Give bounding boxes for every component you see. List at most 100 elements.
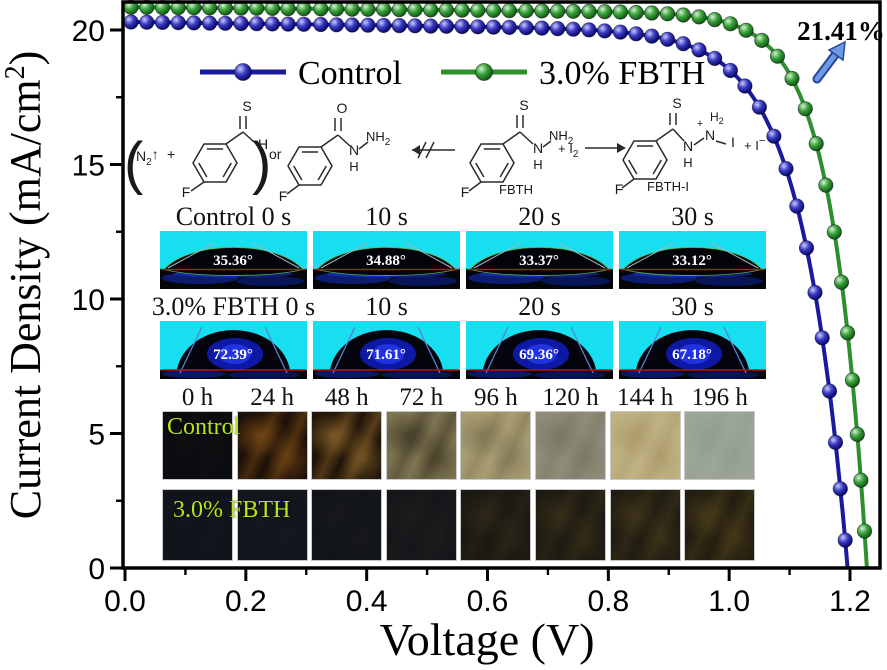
y-tick-label: 20 [72,15,105,48]
scheme-label: F [461,184,470,200]
data-marker [407,18,423,34]
data-marker [722,62,739,79]
data-marker [485,19,502,35]
scheme-label: NH2 [549,128,574,147]
data-marker [233,15,249,32]
data-marker [691,42,707,58]
legend-label-0: Control [298,55,402,92]
scheme-label: or [269,146,282,162]
data-marker [264,16,280,32]
series-markers-0 [123,14,853,548]
contact-angle-value: 71.61° [366,347,406,363]
data-marker [659,6,676,22]
film-photo [535,489,606,561]
x-axis-title: Voltage (V) [379,614,594,665]
contact-angle-time-label: 30 s [671,202,714,231]
data-marker [454,18,470,35]
data-marker [644,28,660,44]
scheme-label: S [672,96,681,111]
contact-angle-value: 69.36° [519,347,559,363]
film-photo [535,411,606,480]
axes: 0.0 0.2 0.4 0.6 0.8 1.0 1.2 0 5 10 15 20 [72,15,871,618]
x-tick-label: 0.4 [346,585,388,618]
film-photo [162,489,233,561]
scheme-label: ) [252,131,271,196]
data-marker [170,15,186,31]
data-marker [581,22,597,38]
film-photo [684,489,756,561]
data-marker [391,18,407,34]
jv-curves [123,0,873,569]
y-axis-title: Current Density (mA/cm2) [0,51,50,520]
film-photo [385,489,457,561]
data-marker [612,4,629,20]
x-tick-label: 1.0 [708,585,750,618]
data-marker [249,16,265,32]
y-tick-label: 0 [88,553,105,586]
data-marker [597,23,613,39]
scheme-label: N [683,138,693,154]
data-marker [707,12,723,28]
scheme-label: S [519,97,528,113]
pce-arrow-head [827,40,846,62]
film-photo [609,411,681,480]
scheme-label: H [349,159,358,174]
data-marker [853,472,869,488]
left-arrowhead [412,145,420,155]
data-marker [438,18,454,34]
data-marker [296,16,312,32]
film-photo [460,411,532,480]
contact-angle-time-label: 10 s [365,292,408,321]
film-photo [311,411,383,480]
scheme-label: N2↑ [136,146,159,168]
scheme-label: + [697,118,703,130]
scheme-label: NH2 [366,129,391,148]
chart-legend: Control 3.0% FBTH [200,55,705,92]
pce-arrow-shaft [814,48,841,82]
data-marker [707,50,723,67]
scheme-label: + [167,146,175,162]
data-marker [807,284,823,301]
data-marker [722,16,739,32]
contact-angle-value: 33.12° [672,253,712,269]
contact-angle-value: 67.18° [672,347,712,363]
data-marker [826,224,842,240]
data-marker [470,19,486,35]
contact-angle-time-label: 3.0% FBTH 0 s [151,292,316,321]
droplet-dome: 71.61° [313,321,460,379]
data-marker [737,78,753,94]
data-marker [518,20,534,36]
data-marker [751,99,768,115]
data-marker [784,70,800,87]
data-marker [856,523,873,539]
data-marker [837,532,853,548]
film-row-label: Control [167,414,241,440]
data-marker [628,26,644,42]
data-marker [202,15,218,31]
scheme-label: H2 [710,110,724,126]
droplet-lens: 33.37° [466,231,613,289]
scheme-label: H [533,157,542,172]
scheme-label: S [242,98,251,114]
data-marker [675,7,691,23]
benzene-ring [622,140,668,180]
scheme-label: H [258,136,268,152]
benzene-ring [192,143,238,183]
benzene-ring [287,146,333,186]
droplet-dome: 69.36° [466,321,613,379]
film-photo [311,489,383,561]
data-marker [139,14,155,30]
data-marker [534,20,550,36]
scheme-label: F [182,184,191,200]
scheme-label: + I2 [558,141,579,160]
data-marker [797,101,813,117]
data-marker [549,21,566,37]
data-marker [814,330,830,346]
data-marker [832,481,848,497]
data-marker [849,426,865,442]
data-marker [186,15,202,31]
film-photo [385,411,457,480]
data-marker [691,9,707,25]
